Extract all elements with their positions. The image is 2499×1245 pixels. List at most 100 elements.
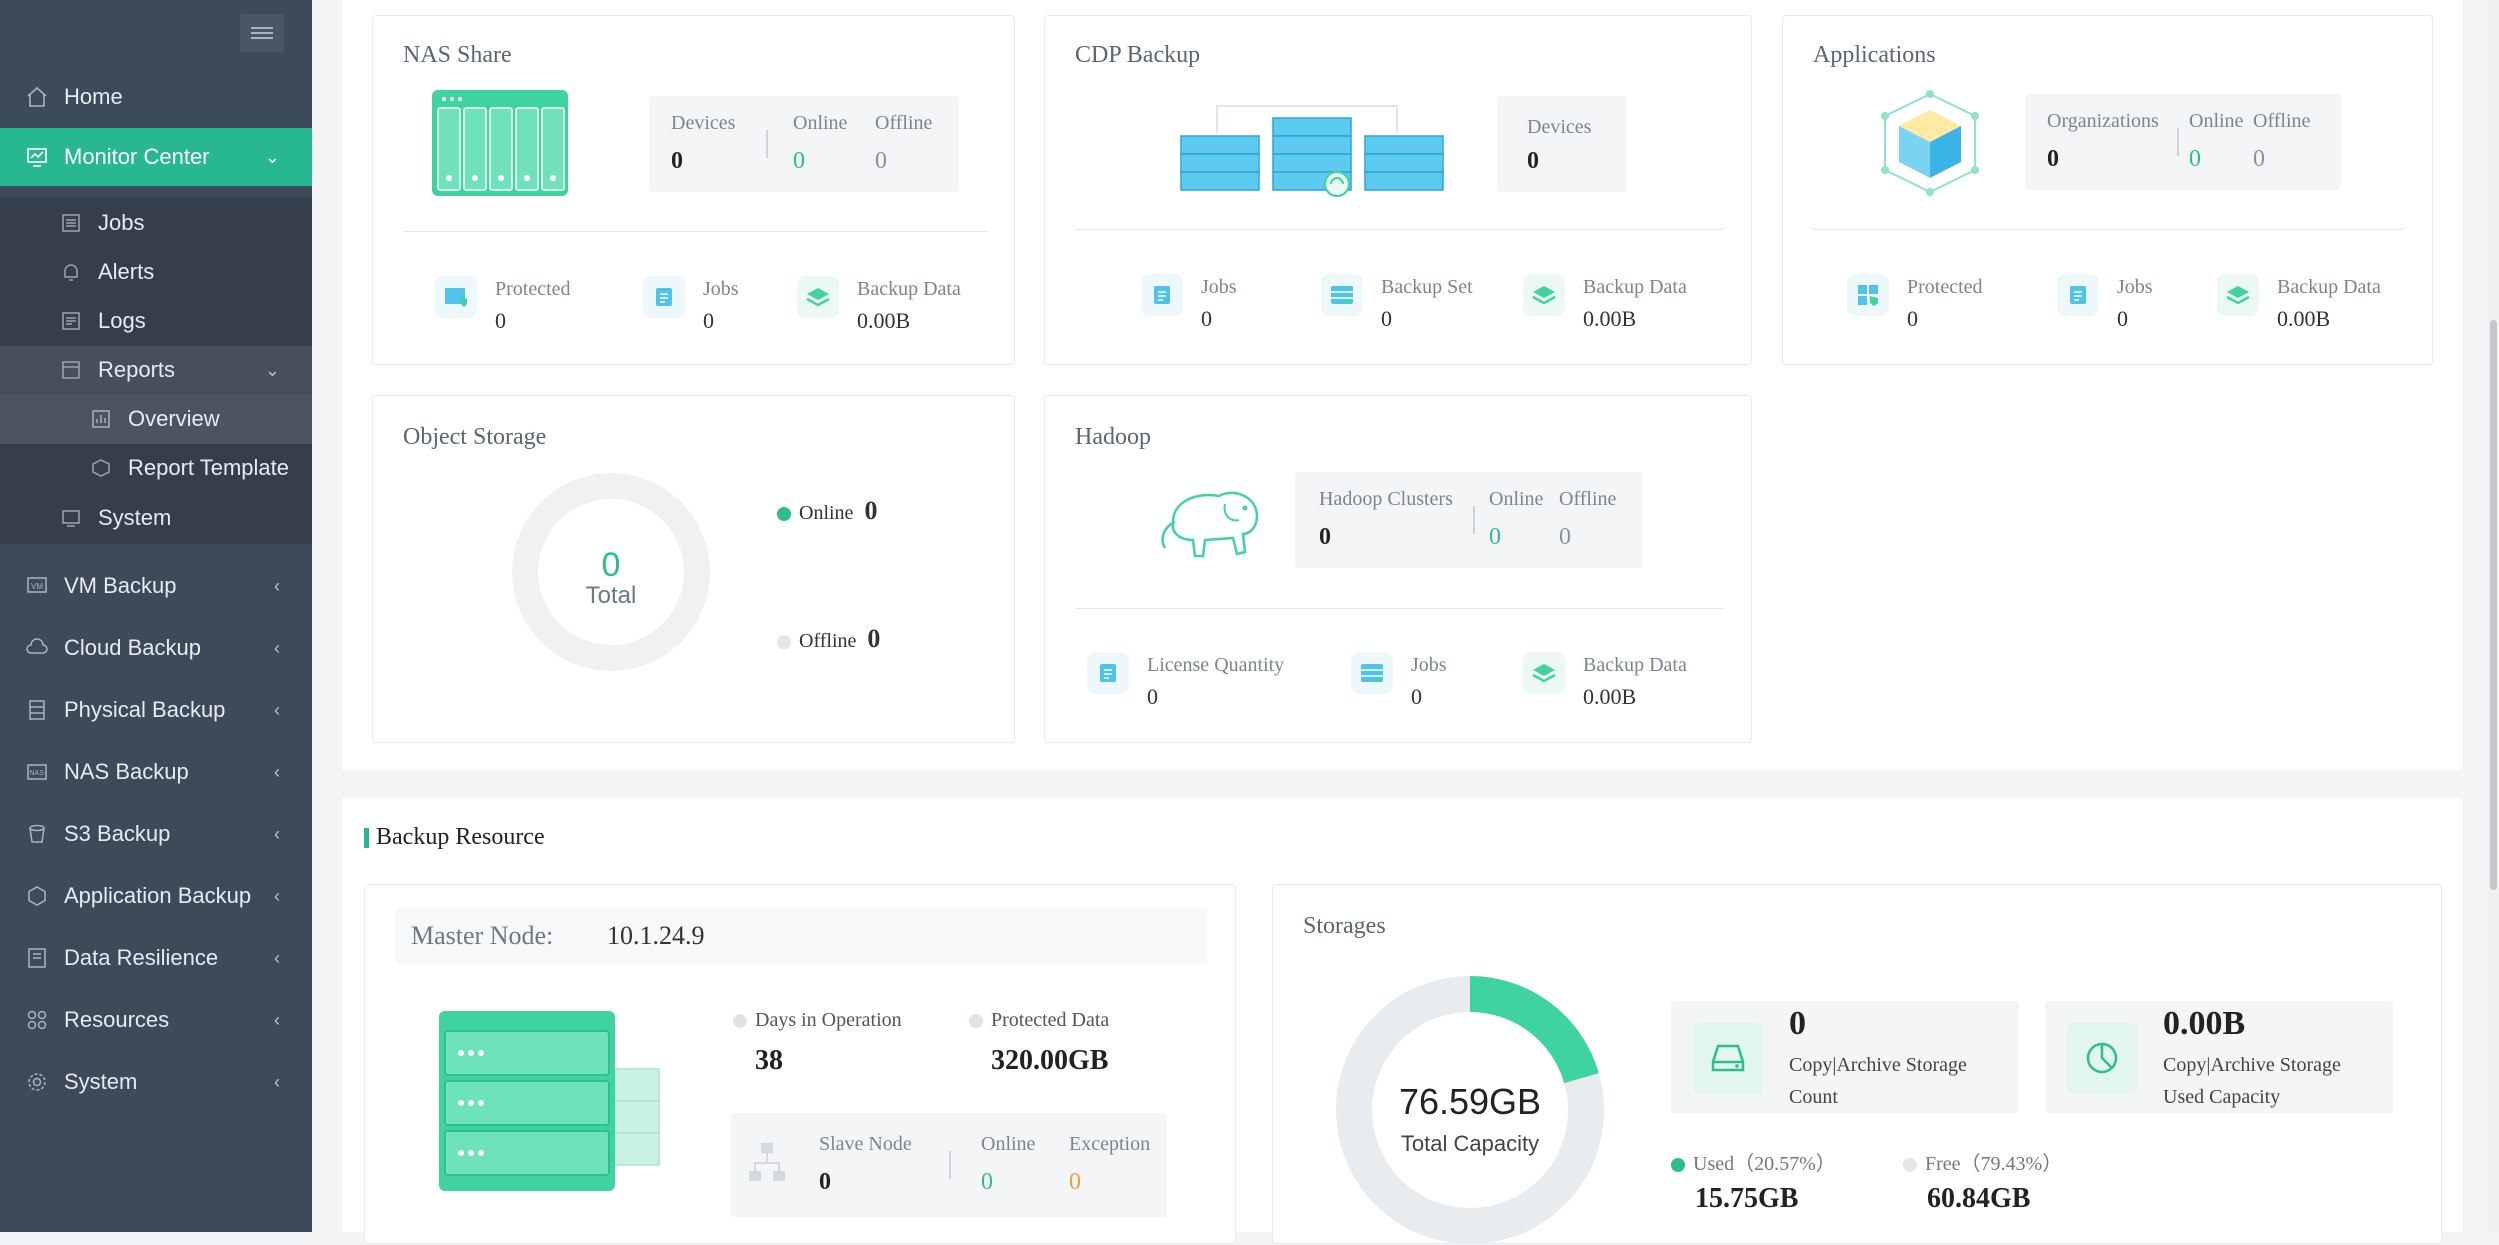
resilience-icon xyxy=(24,945,50,971)
cdp-servers-icon xyxy=(1180,105,1444,197)
offline-value: 0 xyxy=(1559,524,1571,550)
report-icon xyxy=(58,357,84,383)
license-label: License Quantity xyxy=(1147,654,1285,676)
used-arc xyxy=(1469,976,1599,1084)
storage-capacity-donut xyxy=(1336,976,1604,1244)
sidebar-item-alerts[interactable]: Alerts xyxy=(0,248,312,296)
sidebar-item-label: Logs xyxy=(98,308,146,333)
object-storage-card: Object Storage 0 Total Online 0 Offline … xyxy=(372,395,1015,743)
network-icon xyxy=(749,1143,785,1181)
hard-drive-icon xyxy=(1693,1023,1763,1093)
scrollbar-thumb[interactable] xyxy=(2490,320,2497,890)
label-text: Protected Data xyxy=(991,1009,1110,1031)
jobs-label: Jobs xyxy=(1411,654,1447,676)
card-title: Applications xyxy=(1813,42,1936,68)
applications-stats: Organizations 0 Online 0 Offline 0 xyxy=(2025,94,2341,190)
sidebar-item-vm-backup[interactable]: VM VM Backup ‹ xyxy=(0,560,312,612)
sidebar-item-label: Application Backup xyxy=(64,883,252,908)
sidebar-item-label: S3 Backup xyxy=(64,821,171,846)
organizations-value: 0 xyxy=(2047,146,2059,172)
home-icon xyxy=(24,84,50,110)
sidebar-item-jobs[interactable]: Jobs xyxy=(0,198,312,248)
sidebar-item-data-resilience[interactable]: Data Resilience ‹ xyxy=(0,932,312,984)
sidebar-item-label: Alerts xyxy=(98,259,155,284)
bucket-icon xyxy=(24,821,50,847)
svg-text:NAS: NAS xyxy=(30,770,45,777)
backup-data-value: 0.00B xyxy=(1583,684,1637,709)
chevron-left-icon: ‹ xyxy=(274,1009,280,1030)
sidebar-item-system-monitor[interactable]: System xyxy=(0,492,312,544)
used-label: Used（20.57%） xyxy=(1693,1153,1836,1175)
chevron-left-icon: ‹ xyxy=(274,761,280,782)
protected-data-label: Protected Data xyxy=(969,1009,1109,1032)
nas-device-stats: Devices 0 Online 0 Offline 0 xyxy=(649,96,959,192)
chevron-left-icon: ‹ xyxy=(274,575,280,596)
server-stack-icon xyxy=(439,1011,660,1191)
backup-data-value: 0.00B xyxy=(1583,306,1637,331)
exception-value: 0 xyxy=(1069,1169,1081,1195)
grid-icon xyxy=(24,1007,50,1033)
cdp-backup-card: CDP Backup Devices 0 Jobs 0 Backup Set 0… xyxy=(1044,15,1752,365)
jobs-label: Jobs xyxy=(703,278,739,300)
jobs-value: 0 xyxy=(2117,306,2128,331)
sidebar-item-report-template[interactable]: Report Template xyxy=(0,444,312,492)
storages-card: Storages 76.59GB Total Capacity 0 Copy|A… xyxy=(1272,884,2442,1244)
used-value: 15.75GB xyxy=(1695,1183,1799,1214)
divider xyxy=(1813,229,2403,230)
hadoop-stats: Hadoop Clusters 0 Online 0 Offline 0 xyxy=(1295,472,1643,568)
jobs-value: 0 xyxy=(703,308,714,333)
menu-toggle-button[interactable] xyxy=(240,14,284,52)
object-storage-donut xyxy=(512,473,710,671)
card-title: CDP Backup xyxy=(1075,42,1201,68)
sidebar-item-physical-backup[interactable]: Physical Backup ‹ xyxy=(0,684,312,736)
jobs-label: Jobs xyxy=(1201,276,1237,298)
protected-label: Protected xyxy=(495,278,571,300)
sidebar-item-resources[interactable]: Resources ‹ xyxy=(0,994,312,1046)
sidebar-item-home[interactable]: Home xyxy=(0,72,312,122)
card-title: NAS Share xyxy=(403,42,512,68)
storage-used-value: 0.00B xyxy=(2163,1005,2246,1042)
used-legend: Used（20.57%） xyxy=(1671,1147,1836,1176)
offline-value: 0 xyxy=(2253,146,2265,172)
sidebar-item-s3-backup[interactable]: S3 Backup ‹ xyxy=(0,808,312,860)
total-value: 0 xyxy=(601,546,621,584)
chevron-left-icon: ‹ xyxy=(274,699,280,720)
chevron-left-icon: ‹ xyxy=(274,885,280,906)
divider xyxy=(1075,229,1723,230)
days-in-operation-value: 38 xyxy=(755,1045,783,1076)
list-icon xyxy=(58,210,84,236)
scrollbar-track[interactable] xyxy=(2488,0,2499,1232)
cdp-device-stats: Devices 0 xyxy=(1497,96,1627,192)
sidebar-item-application-backup[interactable]: Application Backup ‹ xyxy=(0,870,312,922)
master-node-bar: Master Node: 10.1.24.9 xyxy=(395,909,1207,963)
backup-data-value: 0.00B xyxy=(2277,306,2331,331)
backup-data-label: Backup Data xyxy=(2277,276,2381,298)
backup-data-value: 0.00B xyxy=(857,308,911,333)
server-icon xyxy=(24,697,50,723)
sidebar: Home Monitor Center ⌄ Jobs Alerts Logs R… xyxy=(0,0,312,1232)
sidebar-item-label: VM Backup xyxy=(64,573,177,598)
chevron-left-icon: ‹ xyxy=(274,823,280,844)
legend-dot xyxy=(777,635,791,650)
divider xyxy=(1075,608,1723,609)
sidebar-item-reports[interactable]: Reports ⌄ xyxy=(0,346,312,394)
backup-data-label: Backup Data xyxy=(1583,276,1687,298)
divider xyxy=(1473,506,1475,534)
license-value: 0 xyxy=(1147,684,1158,709)
sidebar-item-logs[interactable]: Logs xyxy=(0,296,312,346)
sidebar-item-monitor-center[interactable]: Monitor Center ⌄ xyxy=(0,128,312,186)
sidebar-item-cloud-backup[interactable]: Cloud Backup ‹ xyxy=(0,622,312,674)
section-title: Backup Resource xyxy=(376,824,545,850)
backup-set-label: Backup Set xyxy=(1381,276,1473,298)
days-in-operation-label: Days in Operation xyxy=(733,1009,902,1032)
sidebar-item-label: Reports xyxy=(98,357,176,382)
protected-icon xyxy=(1847,274,1889,316)
devices-label: Devices xyxy=(671,112,736,134)
sidebar-item-overview[interactable]: Overview xyxy=(0,394,312,444)
sidebar-item-nas-backup[interactable]: NAS NAS Backup ‹ xyxy=(0,746,312,798)
template-icon xyxy=(88,455,114,481)
sidebar-item-system[interactable]: System ‹ xyxy=(0,1056,312,1108)
exception-label: Exception xyxy=(1069,1133,1151,1155)
bullet-dot xyxy=(969,1014,983,1029)
log-icon xyxy=(58,308,84,334)
